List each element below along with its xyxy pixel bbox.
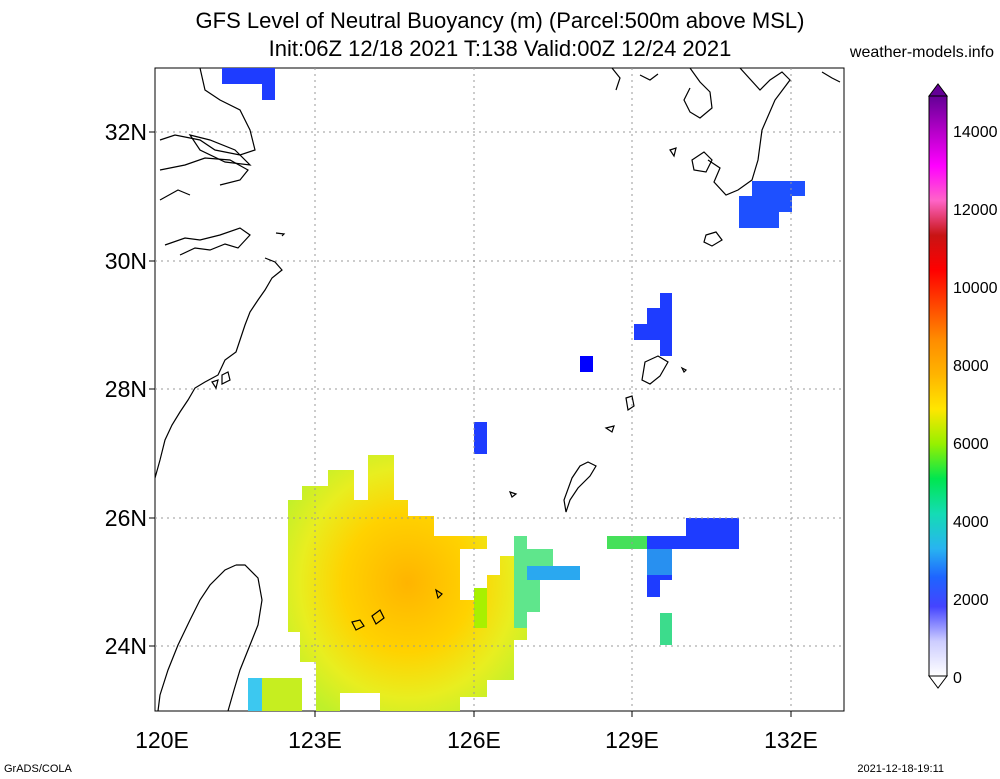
lat-label-28n: 28N [105, 376, 147, 402]
footer-timestamp: 2021-12-18-19:11 [857, 763, 944, 775]
lon-label-120e: 120E [135, 727, 189, 753]
map-title: GFS Level of Neutral Buoyancy (m) (Parce… [195, 8, 805, 33]
map-grid [155, 68, 844, 711]
site-label: weather-models.info [849, 44, 994, 61]
colorbar-label-10000: 10000 [953, 280, 998, 297]
colorbar-label-8000: 8000 [953, 358, 989, 375]
lat-label-26n: 26N [105, 505, 147, 531]
colorbar-label-2000: 2000 [953, 592, 989, 609]
lat-label-32n: 32N [105, 119, 147, 145]
footer-credit: GrADS/COLA [4, 763, 72, 775]
colorbar-label-6000: 6000 [953, 436, 989, 453]
colorbar-label-14000: 14000 [953, 124, 998, 141]
lon-label-129e: 129E [605, 727, 659, 753]
colorbar-label-0: 0 [953, 670, 962, 687]
lon-label-123e: 123E [288, 727, 342, 753]
lat-label-24n: 24N [105, 633, 147, 659]
coastline [155, 68, 841, 711]
lon-label-132e: 132E [764, 727, 818, 753]
lon-label-126e: 126E [447, 727, 501, 753]
colorbar-label-4000: 4000 [953, 514, 989, 531]
map-subtitle: Init:06Z 12/18 2021 T:138 Valid:00Z 12/2… [268, 36, 732, 61]
lat-label-30n: 30N [105, 248, 147, 274]
colorbar-label-12000: 12000 [953, 202, 998, 219]
data-field [222, 68, 805, 711]
colorbar: 14000 12000 10000 8000 6000 4000 2000 0 [928, 83, 998, 689]
